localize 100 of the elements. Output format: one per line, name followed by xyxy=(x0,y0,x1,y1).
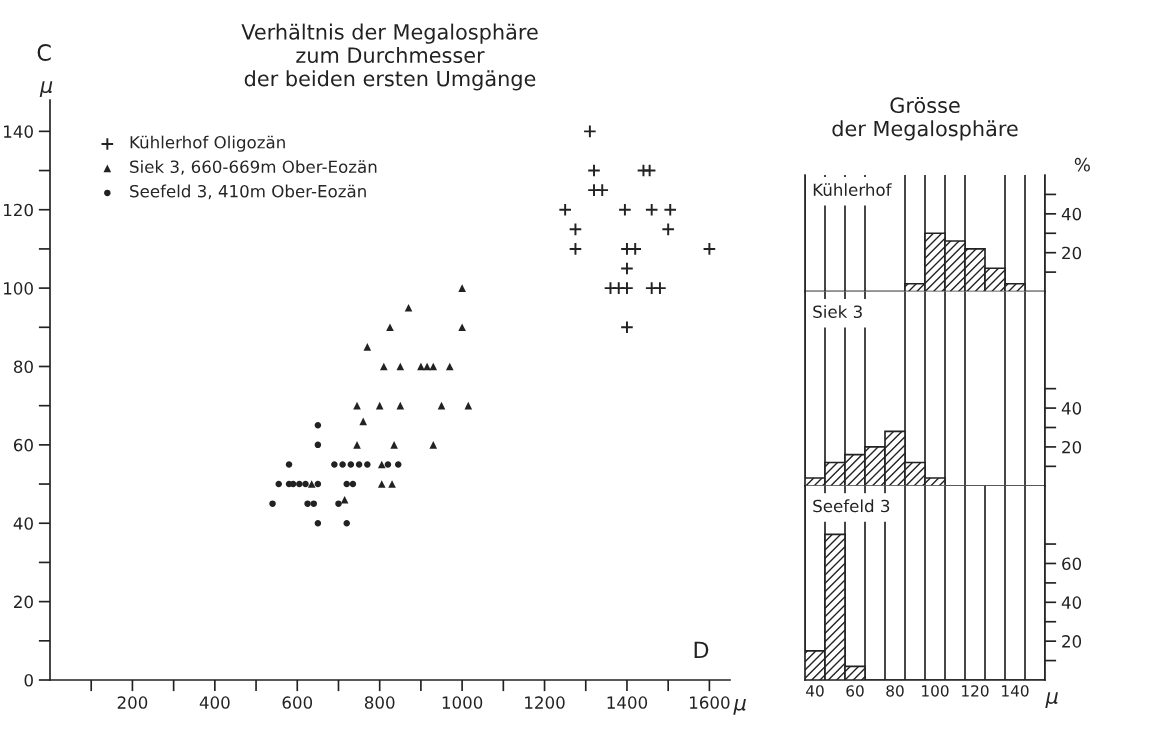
y-tick-label: 80 xyxy=(13,360,33,374)
x-axis-title: μ xyxy=(733,698,746,715)
point xyxy=(618,202,632,217)
point xyxy=(355,461,363,468)
y-tick-label: 120 xyxy=(4,203,33,217)
point xyxy=(702,242,717,256)
x-tick-label: 60 xyxy=(846,685,864,697)
point xyxy=(644,202,659,217)
point xyxy=(269,500,276,507)
point xyxy=(314,480,322,488)
x-tick-label: 1200 xyxy=(525,696,565,709)
point xyxy=(396,401,405,410)
y-tick-label: 60 xyxy=(13,438,33,452)
legend-label: Kühlerhof Oligozän xyxy=(130,135,285,152)
point xyxy=(310,500,318,507)
point xyxy=(314,422,322,429)
x-tick-label: 80 xyxy=(886,685,904,697)
annotation: Seefeld 3 xyxy=(813,499,890,513)
point xyxy=(307,480,316,488)
legend-label: Seefeld 3, 410m Ober-Eozän xyxy=(130,184,366,200)
y-tick-label: 20 xyxy=(14,595,33,609)
point xyxy=(331,461,338,468)
point xyxy=(343,519,350,527)
chart-title: Verhältnis der Megalosphäre zum Durchmesser der beiden ersten Umgänge xyxy=(241,23,538,91)
y-tick-label: 100 xyxy=(4,282,33,295)
x-tick-label: 120 xyxy=(962,685,989,697)
point xyxy=(394,461,402,468)
point xyxy=(620,261,634,276)
y-axis-title: μ xyxy=(39,81,53,98)
point xyxy=(388,480,396,488)
point xyxy=(347,461,355,468)
point xyxy=(364,461,371,468)
x-tick-label: 1600 xyxy=(690,696,730,709)
y-tick-label: 40 xyxy=(1061,402,1082,415)
point xyxy=(583,124,597,139)
point xyxy=(642,163,657,178)
point xyxy=(377,480,386,488)
point xyxy=(384,461,392,468)
chart-title: Grösse der Megalosphäre xyxy=(832,96,1018,141)
point xyxy=(304,500,311,507)
point xyxy=(339,461,346,468)
x-tick-label: 800 xyxy=(364,696,395,709)
legend-label: Siek 3, 660-669m Ober-Eozän xyxy=(130,160,377,175)
point xyxy=(620,281,634,295)
x-tick-label: 40 xyxy=(806,685,824,697)
y-tick-label: 40 xyxy=(13,517,33,530)
point xyxy=(353,441,361,449)
point xyxy=(343,480,350,488)
point xyxy=(458,323,466,332)
point xyxy=(380,362,388,371)
x-tick-label: 1400 xyxy=(607,696,648,709)
point xyxy=(386,323,394,332)
x-tick-label: 140 xyxy=(1002,685,1029,697)
y-tick-label: 0 xyxy=(24,673,33,687)
point xyxy=(302,480,309,488)
point xyxy=(595,183,610,197)
y-tick-label: 20 xyxy=(1062,246,1082,260)
point xyxy=(417,362,425,371)
x-tick-label: 400 xyxy=(199,696,230,709)
point xyxy=(375,401,384,410)
y-tick-label: 20 xyxy=(1062,440,1082,454)
text: C xyxy=(37,44,51,61)
point xyxy=(458,284,466,292)
point xyxy=(445,362,454,371)
point xyxy=(396,362,405,371)
point xyxy=(359,417,368,426)
point xyxy=(390,441,398,449)
x-tick-label: 1000 xyxy=(442,696,483,709)
point xyxy=(314,441,322,449)
point xyxy=(568,242,583,256)
y-tick-label: 40 xyxy=(1061,596,1082,609)
point xyxy=(404,303,413,312)
point xyxy=(363,343,372,351)
point xyxy=(587,163,601,178)
y-tick-label: 20 xyxy=(1062,635,1082,648)
annotation: Kühlerhof xyxy=(813,183,892,197)
y-axis-title: % xyxy=(1074,157,1090,172)
point xyxy=(558,202,572,217)
point xyxy=(275,480,282,488)
annotation: D xyxy=(694,641,709,658)
point xyxy=(429,441,438,449)
point xyxy=(349,480,357,488)
point xyxy=(620,320,634,335)
point xyxy=(296,480,303,488)
point xyxy=(568,222,583,237)
point xyxy=(663,202,678,217)
point xyxy=(661,222,675,237)
x-tick-label: 600 xyxy=(282,696,313,709)
point xyxy=(464,401,473,410)
annotation: Siek 3 xyxy=(813,305,862,319)
point xyxy=(340,495,349,504)
x-tick-label: 100 xyxy=(922,685,949,697)
y-tick-label: 40 xyxy=(1061,207,1082,221)
y-tick-label: 140 xyxy=(4,125,33,138)
point xyxy=(429,362,438,371)
point xyxy=(653,281,667,295)
point xyxy=(285,461,293,468)
point xyxy=(335,500,342,507)
x-tick-label: 200 xyxy=(117,696,148,709)
x-axis-title: μ xyxy=(1045,692,1058,708)
